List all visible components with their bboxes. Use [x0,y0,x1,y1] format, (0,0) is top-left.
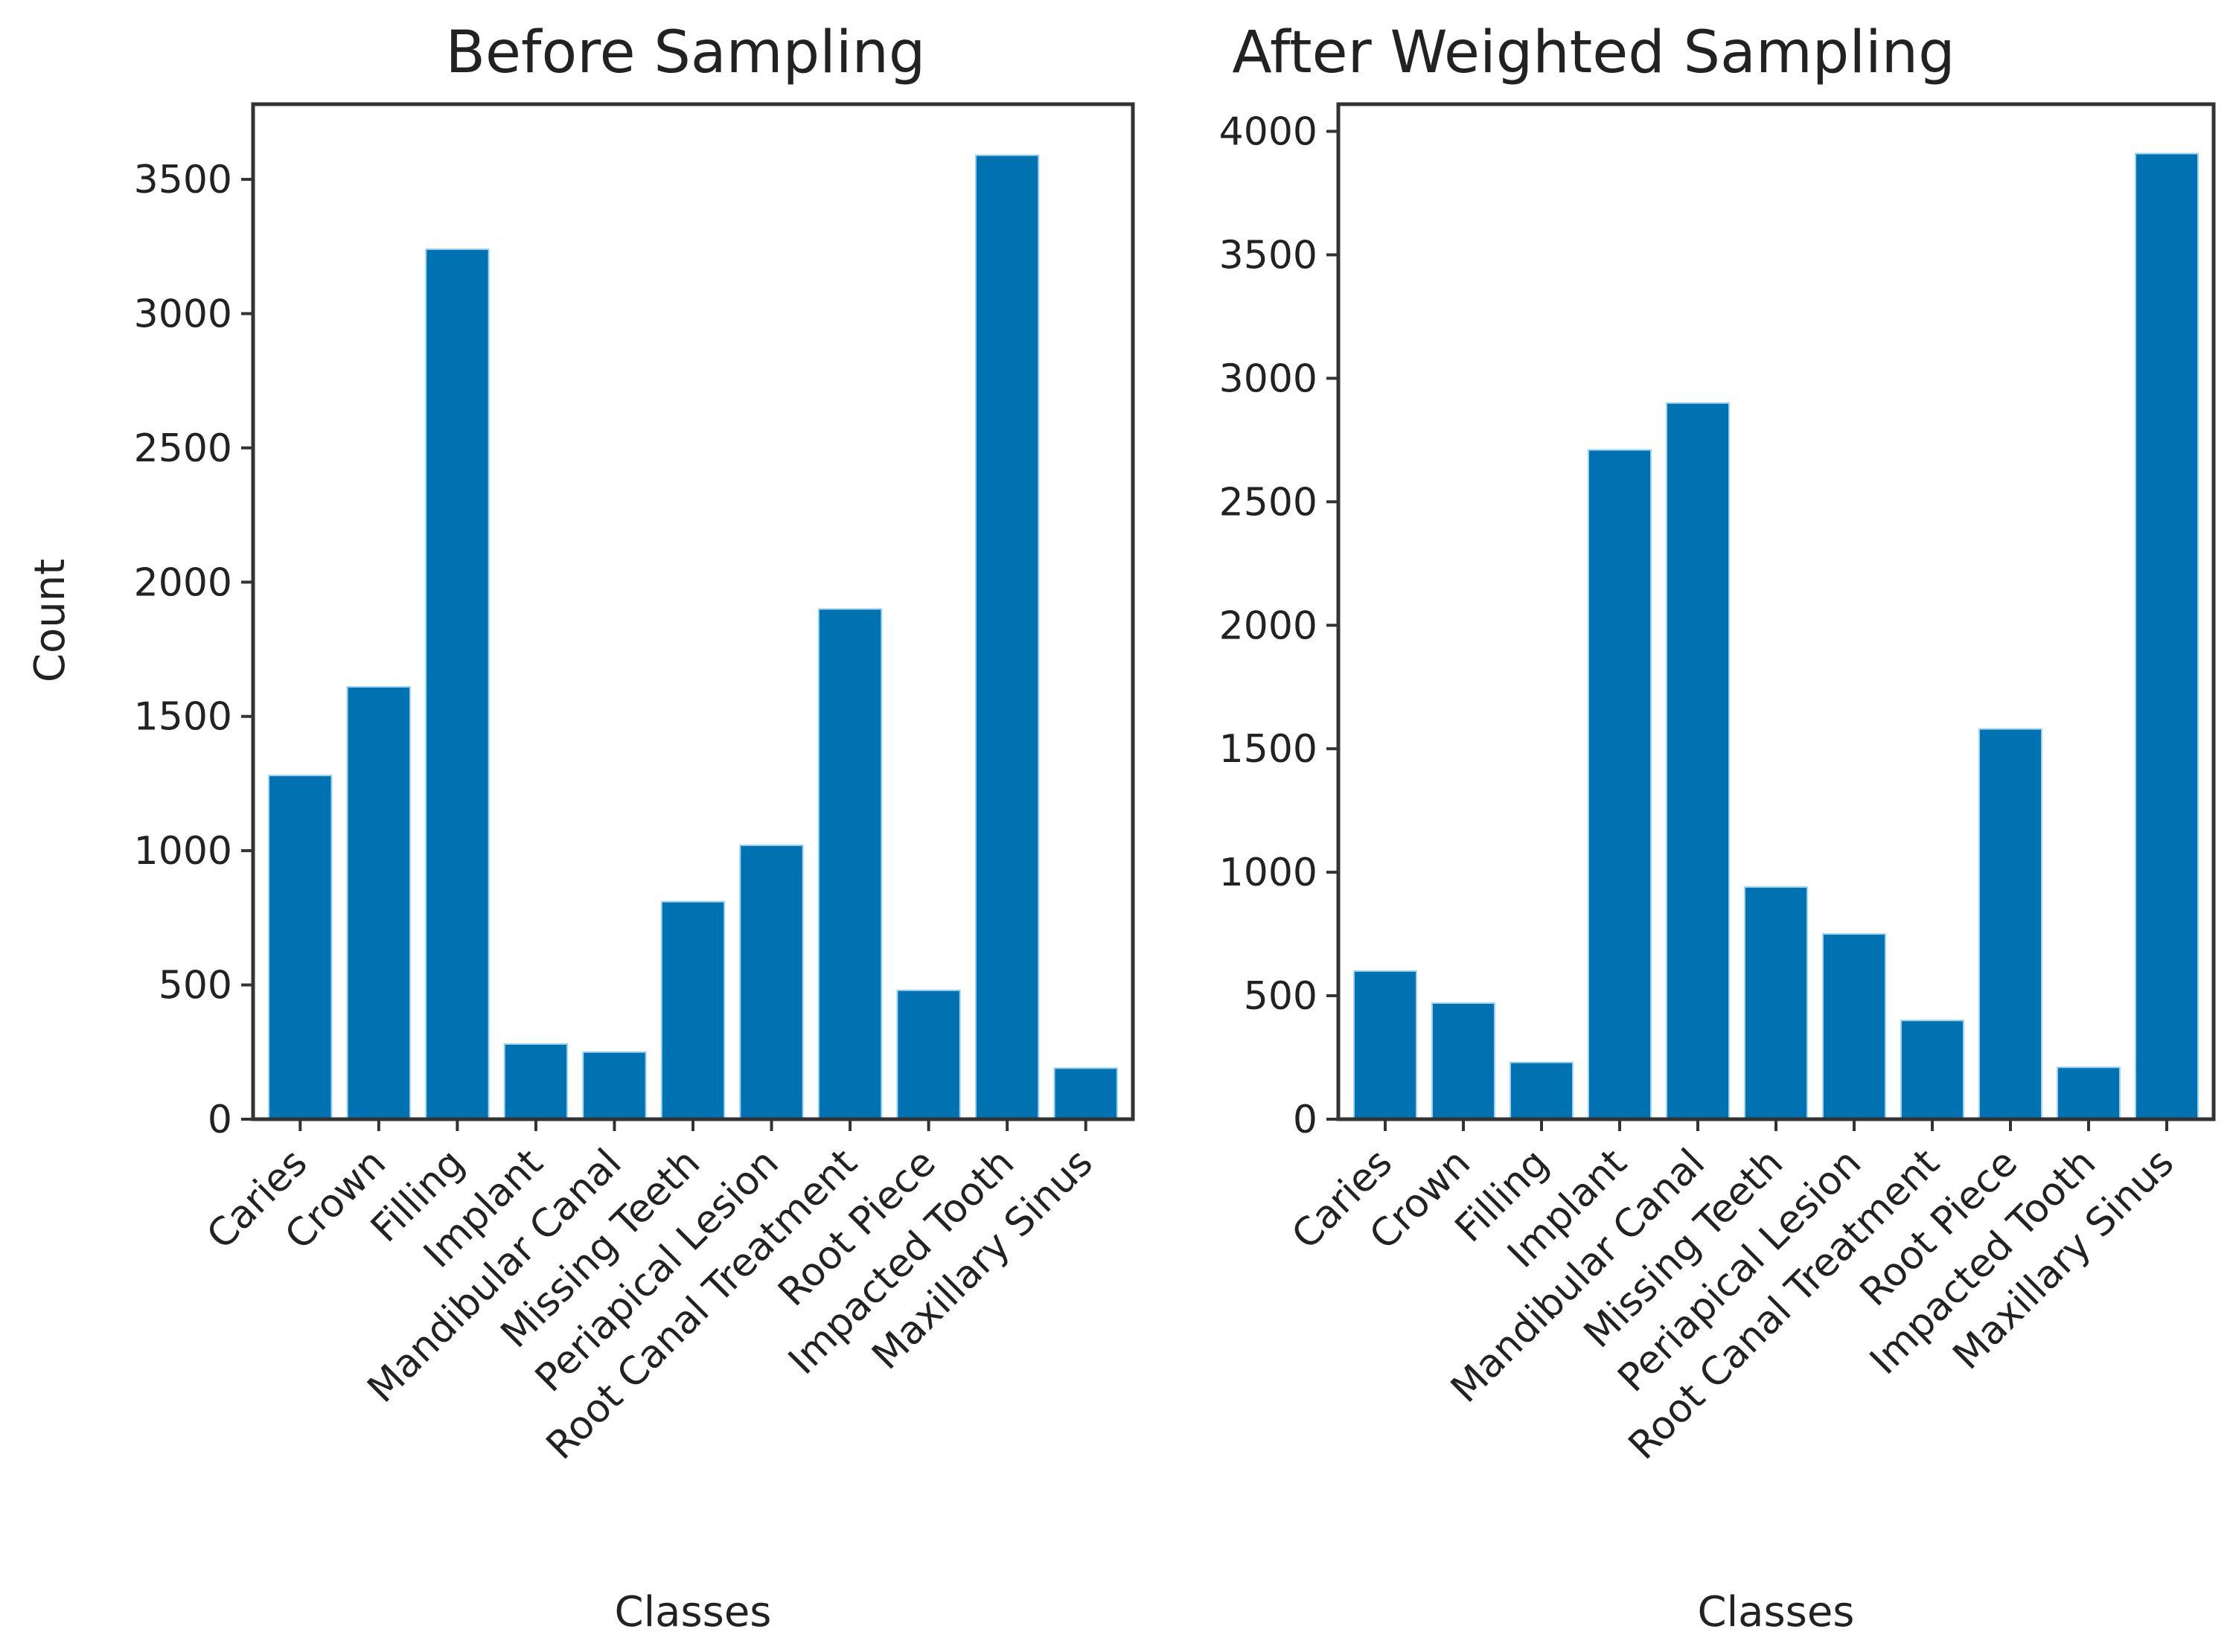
bar-filling [1510,1061,1574,1120]
y-tick-label: 3000 [1219,356,1317,401]
y-tick-label: 500 [1244,974,1317,1019]
bar-implant [503,1043,569,1120]
bar-filling [425,248,490,1120]
y-tick-label: 1000 [134,829,232,874]
y-tick-label: 500 [159,964,232,1008]
bar-caries [268,775,333,1120]
y-tick-label: 4000 [1219,110,1317,155]
bar-mandibular-canal [1666,402,1730,1120]
bar-maxillary-sinus [2135,153,2199,1120]
y-tick-label: 2000 [1219,604,1317,648]
bar-periapical-lesion [739,844,804,1121]
bar-missing-teeth [660,900,726,1120]
y-tick-label: 2000 [134,560,232,605]
bar-implant [1588,449,1652,1120]
chart-after-weighted-sampling: After Weighted Sampling Classes 0 500 1000… [1219,19,2216,1636]
bar-crown [346,686,412,1120]
bar-missing-teeth [1744,886,1808,1120]
chart-title: Before Sampling [446,19,926,86]
y-tick-label: 2500 [1219,480,1317,525]
y-tick-label: 0 [1293,1098,1317,1142]
bar-impacted-tooth [974,154,1040,1121]
y-tick-label: 3500 [134,158,232,202]
bar-root-canal-treatment [817,608,883,1120]
x-axis-label: Classes [615,1588,772,1636]
y-ticks: 0 500 1000 1500 2000 2500 3000 3500 [134,158,253,1142]
y-tick-label: 0 [208,1098,232,1142]
bar-periapical-lesion [1822,933,1886,1120]
y-tick-label: 1500 [1219,727,1317,772]
y-ticks: 0 500 1000 1500 2000 2500 3000 3500 4000 [1219,110,1338,1142]
x-axis-label: Classes [1698,1588,1855,1636]
chart-before-sampling: Before Sampling Count Classes 0 500 1000 15… [26,19,1135,1636]
y-tick-label: 1000 [1219,851,1317,895]
bar-impacted-tooth [2057,1066,2121,1121]
y-tick-label: 3500 [1219,233,1317,278]
chart-title: After Weighted Sampling [1232,19,1955,86]
bar-root-canal-treatment [1900,1019,1964,1121]
y-tick-label: 2500 [134,426,232,471]
y-tick-label: 3000 [134,292,232,336]
bars [1353,153,2199,1121]
bar-crown [1431,1002,1495,1120]
plot-frame [1336,102,2216,1121]
y-axis-label: Count [26,559,74,682]
bar-caries [1353,970,1417,1121]
bar-mandibular-canal [582,1051,647,1121]
y-tick-label: 1500 [134,695,232,740]
bar-maxillary-sinus [1053,1067,1118,1121]
bar-root-piece [896,989,961,1121]
plot-frame [251,102,1135,1121]
bar-root-piece [1978,728,2042,1120]
bars [268,154,1118,1121]
